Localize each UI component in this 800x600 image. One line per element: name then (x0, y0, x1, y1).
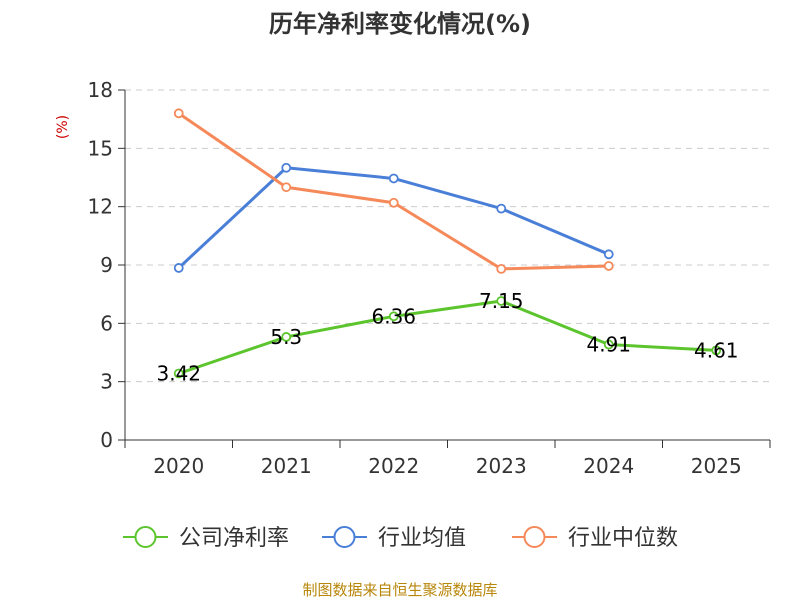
chart-title: 历年净利率变化情况(%) (269, 10, 531, 38)
y-tick-label-3: 3 (100, 370, 113, 394)
y-tick-label-15: 15 (88, 136, 113, 160)
data-label-2021: 5.3 (270, 325, 302, 349)
x-tick-label-2023: 2023 (476, 454, 527, 478)
x-tick-label-2025: 2025 (691, 454, 742, 478)
point-1-2021 (281, 162, 292, 173)
y-tick-label-6: 6 (100, 311, 113, 335)
y-tick-label-9: 9 (100, 253, 113, 277)
x-tick-label-2022: 2022 (368, 454, 419, 478)
point-1-2022 (388, 173, 399, 184)
data-label-2022: 6.36 (371, 304, 416, 328)
data-labels: 3.42 5.3 6.36 7.15 4.91 4.61 (156, 289, 738, 386)
point-2-2021 (281, 182, 292, 193)
grid-lines (125, 89, 770, 383)
series-line-0 (178, 299, 717, 375)
legend-marker-2 (523, 526, 546, 548)
y-axis-label: (%) (55, 115, 71, 139)
x-tick-label-2024: 2024 (583, 454, 634, 478)
point-2-2023 (496, 263, 507, 274)
legend-marker-0 (134, 526, 157, 548)
legend-item-2: 行业中位数 (512, 526, 678, 551)
point-1-2023 (496, 203, 507, 214)
point-2-2022 (388, 197, 399, 208)
legend-item-0: 公司净利率 (123, 526, 289, 551)
point-0-2021 (281, 332, 292, 342)
data-label-2024: 4.91 (586, 333, 631, 357)
point-0-2022 (388, 311, 399, 322)
point-1-2024 (603, 249, 614, 260)
y-tick-label-0: 0 (100, 428, 113, 452)
x-tick-label-2021: 2021 (261, 454, 312, 478)
legend-label-2: 行业中位数 (568, 526, 678, 551)
series-0 (173, 296, 722, 379)
source-note: 制图数据来自恒生聚源数据库 (302, 581, 497, 599)
axes: 0 3 6 9 12 15 18 2020 2021 2022 2023 2024 2025 (88, 78, 771, 478)
series-1 (173, 162, 614, 273)
point-2-2024 (603, 261, 614, 271)
data-label-2020: 3.42 (156, 362, 201, 386)
x-tick-label-2020: 2020 (153, 454, 204, 478)
legend-marker-1 (333, 526, 356, 548)
legend-item-1: 行业均值 (322, 526, 466, 551)
y-tick-label-18: 18 (88, 78, 113, 102)
point-0-2020 (173, 368, 184, 379)
legend: 公司净利率 行业均值 行业中位数 (123, 526, 678, 551)
data-label-2025: 4.61 (694, 338, 739, 362)
point-0-2024 (603, 339, 614, 350)
series-layer (173, 108, 722, 379)
series-line-2 (177, 112, 609, 271)
series-2 (173, 108, 614, 274)
point-0-2023 (496, 296, 507, 306)
data-label-2023: 7.15 (479, 289, 524, 313)
legend-label-0: 公司净利率 (179, 526, 289, 551)
y-tick-label-12: 12 (88, 195, 113, 219)
point-1-2020 (173, 263, 184, 273)
point-2-2020 (173, 108, 184, 119)
legend-label-1: 行业均值 (378, 526, 466, 551)
point-0-2025 (711, 345, 722, 356)
